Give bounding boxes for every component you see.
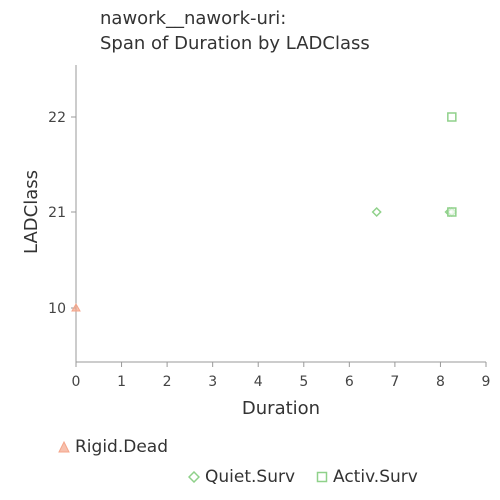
legend-label: Rigid.Dead (75, 437, 169, 457)
data-point-diamond (371, 206, 382, 218)
x-tick-label: 4 (254, 374, 263, 390)
legend-item-quiet-surv[interactable]: Quiet.Surv (188, 467, 295, 487)
y-axis-ticks: 10 21 22 (48, 110, 76, 317)
legend-label: Quiet.Surv (205, 467, 296, 487)
y-tick-label: 10 (48, 301, 66, 317)
y-axis-title: LADClass (21, 170, 42, 254)
x-tick-label: 3 (208, 374, 217, 390)
chart-title-line-1: nawork__nawork-uri: (100, 8, 287, 29)
x-axis-ticks: 0 1 2 3 4 5 6 7 8 9 (72, 362, 491, 390)
triangle-icon (58, 441, 70, 453)
x-axis-title: Duration (242, 398, 320, 419)
data-point-triangle (71, 302, 81, 312)
square-icon (316, 471, 328, 483)
y-tick-label: 21 (48, 205, 66, 221)
x-tick-label: 7 (390, 374, 399, 390)
chart-title-line-2: Span of Duration by LADClass (100, 33, 370, 54)
x-tick-label: 1 (117, 374, 126, 390)
x-tick-label: 6 (345, 374, 354, 390)
x-tick-label: 0 (72, 374, 81, 390)
legend-item-rigid-dead[interactable]: Rigid.Dead (58, 437, 168, 457)
diamond-icon (188, 471, 200, 483)
data-points (71, 112, 457, 312)
x-tick-label: 2 (163, 374, 172, 390)
data-point-square (447, 112, 457, 122)
legend-item-activ-surv[interactable]: Activ.Surv (316, 467, 418, 487)
data-point-square (447, 207, 457, 217)
x-tick-label: 9 (482, 374, 491, 390)
y-tick-label: 22 (48, 110, 66, 126)
legend-label: Activ.Surv (333, 467, 418, 487)
x-tick-label: 5 (299, 374, 308, 390)
x-tick-label: 8 (436, 374, 445, 390)
